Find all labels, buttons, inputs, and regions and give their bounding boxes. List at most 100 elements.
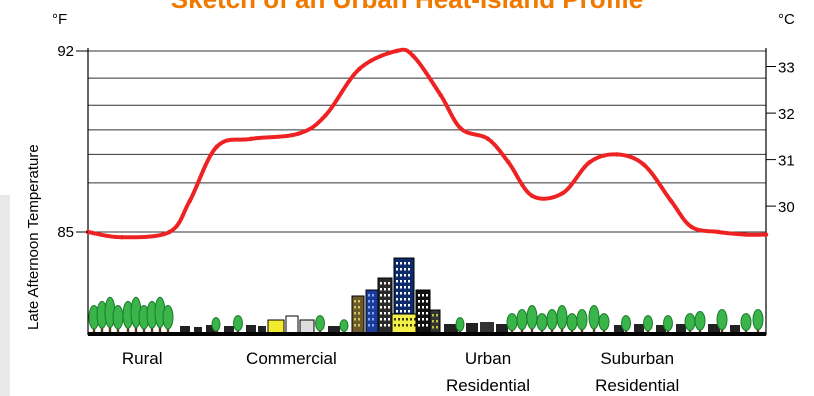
- house: [480, 322, 494, 334]
- window: [436, 320, 438, 323]
- house: [634, 324, 644, 334]
- window: [418, 312, 420, 315]
- house: [444, 324, 458, 334]
- window: [380, 318, 382, 321]
- building: [299, 319, 315, 335]
- house: [496, 324, 508, 334]
- window: [380, 324, 382, 327]
- window: [354, 324, 356, 327]
- window: [396, 286, 398, 289]
- house: [708, 324, 720, 334]
- window: [408, 274, 410, 277]
- window: [380, 306, 382, 309]
- window: [408, 292, 410, 295]
- window: [384, 324, 386, 327]
- window: [422, 312, 424, 315]
- window: [368, 300, 370, 303]
- window: [372, 294, 374, 297]
- data-point: [438, 92, 443, 98]
- tree: [621, 315, 631, 332]
- window: [400, 304, 402, 307]
- window: [402, 318, 404, 321]
- y-tick-label-f: 92: [57, 43, 74, 60]
- window: [422, 300, 424, 303]
- window: [400, 292, 402, 295]
- window: [394, 324, 396, 327]
- tree: [315, 315, 325, 332]
- window: [398, 324, 400, 327]
- window: [398, 318, 400, 321]
- window: [388, 318, 390, 321]
- window: [396, 280, 398, 283]
- tree: [576, 309, 588, 331]
- house: [180, 326, 190, 334]
- window: [406, 318, 408, 321]
- data-point: [394, 48, 399, 54]
- window: [372, 306, 374, 309]
- house: [206, 325, 218, 334]
- house: [730, 325, 740, 334]
- window: [384, 288, 386, 291]
- window: [384, 282, 386, 285]
- window: [384, 318, 386, 321]
- tree: [663, 315, 673, 332]
- window: [404, 286, 406, 289]
- data-point: [214, 144, 219, 149]
- window: [418, 318, 420, 321]
- window: [384, 294, 386, 297]
- grid-lines: [88, 50, 766, 233]
- window: [408, 286, 410, 289]
- house: [656, 325, 666, 334]
- window: [404, 298, 406, 301]
- window: [408, 298, 410, 301]
- window: [410, 318, 412, 321]
- window: [404, 292, 406, 295]
- window: [372, 324, 374, 327]
- data-point: [411, 54, 416, 59]
- category-label: Suburban Residential: [595, 349, 679, 395]
- window: [354, 318, 356, 321]
- data-point: [763, 232, 769, 237]
- tree: [536, 313, 548, 331]
- building: [285, 315, 299, 335]
- window: [426, 294, 428, 297]
- window: [358, 312, 360, 315]
- window: [400, 310, 402, 313]
- window: [404, 274, 406, 277]
- window: [396, 292, 398, 295]
- window: [404, 262, 406, 265]
- tree: [112, 304, 124, 330]
- house: [246, 325, 256, 334]
- house: [328, 326, 340, 334]
- window: [418, 294, 420, 297]
- window: [396, 298, 398, 301]
- data-point: [614, 152, 619, 157]
- window: [414, 324, 416, 327]
- window: [380, 312, 382, 315]
- window: [388, 294, 390, 297]
- window: [408, 280, 410, 283]
- window: [400, 280, 402, 283]
- window: [436, 326, 438, 329]
- window: [426, 300, 428, 303]
- tree: [752, 309, 764, 331]
- house: [676, 324, 686, 334]
- tree: [233, 315, 243, 332]
- window: [426, 318, 428, 321]
- window: [408, 262, 410, 265]
- temperature-curve: [85, 47, 769, 240]
- data-point: [119, 235, 125, 240]
- window: [404, 304, 406, 307]
- building: [267, 319, 285, 335]
- window: [372, 318, 374, 321]
- data-point: [248, 136, 253, 142]
- window: [422, 318, 424, 321]
- y-tick-label-c: 32: [778, 106, 795, 123]
- window: [396, 304, 398, 307]
- window: [368, 324, 370, 327]
- window: [388, 288, 390, 291]
- tree: [694, 311, 706, 331]
- house: [466, 323, 478, 334]
- data-point: [323, 113, 328, 118]
- window: [396, 268, 398, 271]
